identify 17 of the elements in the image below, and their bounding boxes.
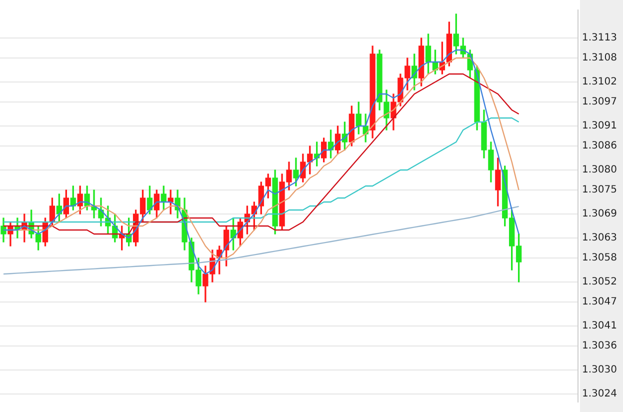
y-tick-label: 1.3080	[582, 164, 617, 176]
y-tick-label: 1.3030	[582, 364, 617, 376]
y-tick-label: 1.3052	[582, 276, 617, 288]
y-tick-label: 1.3113	[582, 32, 617, 44]
y-tick-label: 1.3024	[582, 388, 617, 400]
y-tick-label: 1.3075	[582, 184, 617, 196]
y-tick-label: 1.3086	[582, 140, 617, 152]
y-tick-label: 1.3102	[582, 76, 617, 88]
y-tick-label: 1.3058	[582, 252, 617, 264]
y-tick-label: 1.3097	[582, 96, 617, 108]
y-tick-label: 1.3047	[582, 296, 617, 308]
y-tick-label: 1.3108	[582, 52, 617, 64]
y-tick-label: 1.3041	[582, 320, 617, 332]
y-tick-label: 1.3036	[582, 340, 617, 352]
y-tick-label: 1.3063	[582, 232, 617, 244]
y-tick-label: 1.3091	[582, 120, 617, 132]
y-tick-label: 1.3069	[582, 208, 617, 220]
